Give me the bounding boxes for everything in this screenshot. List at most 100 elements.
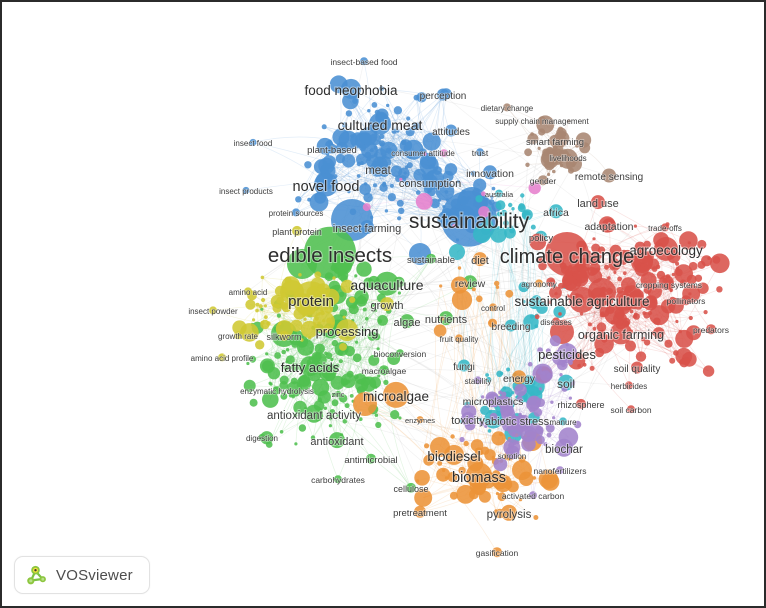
node-dot[interactable] bbox=[300, 338, 304, 342]
node-dot[interactable] bbox=[421, 173, 428, 179]
node-dot[interactable] bbox=[679, 360, 684, 365]
node-dot[interactable] bbox=[308, 356, 313, 360]
node-dot[interactable] bbox=[409, 243, 431, 265]
node-dot[interactable] bbox=[526, 397, 540, 412]
node-dot[interactable] bbox=[591, 195, 605, 210]
node-dot[interactable] bbox=[571, 293, 584, 306]
node-dot[interactable] bbox=[648, 250, 653, 255]
node-dot[interactable] bbox=[255, 302, 260, 307]
node-dot[interactable] bbox=[703, 310, 708, 315]
node-dot[interactable] bbox=[455, 334, 463, 343]
node-dot[interactable] bbox=[349, 208, 357, 216]
node-dot[interactable] bbox=[438, 198, 442, 202]
node-dot[interactable] bbox=[375, 280, 381, 286]
term-label[interactable]: soil bbox=[556, 376, 576, 392]
node-dot[interactable] bbox=[265, 441, 273, 448]
term-label[interactable]: antioxidant bbox=[310, 435, 365, 449]
node-dot[interactable] bbox=[383, 381, 409, 408]
node-dot[interactable] bbox=[504, 511, 508, 516]
node-dot[interactable] bbox=[535, 279, 543, 288]
node-dot[interactable] bbox=[571, 355, 575, 359]
node-dot[interactable] bbox=[285, 360, 289, 364]
node-dot[interactable] bbox=[262, 391, 279, 408]
node-dot[interactable] bbox=[352, 98, 358, 104]
node-dot[interactable] bbox=[531, 391, 535, 396]
node-dot[interactable] bbox=[512, 431, 516, 436]
node-dot[interactable] bbox=[567, 119, 571, 123]
node-dot[interactable] bbox=[445, 198, 449, 202]
node-dot[interactable] bbox=[260, 275, 265, 280]
term-label[interactable]: policy bbox=[528, 232, 554, 245]
node-dot[interactable] bbox=[369, 376, 381, 389]
node-dot[interactable] bbox=[637, 297, 642, 301]
node-dot[interactable] bbox=[655, 264, 661, 270]
node-dot[interactable] bbox=[329, 75, 348, 94]
node-dot[interactable] bbox=[601, 329, 605, 333]
node-dot[interactable] bbox=[501, 391, 507, 397]
node-dot[interactable] bbox=[371, 302, 376, 307]
node-dot[interactable] bbox=[529, 233, 547, 251]
node-dot[interactable] bbox=[260, 307, 264, 311]
node-dot[interactable] bbox=[512, 425, 516, 429]
node-dot[interactable] bbox=[353, 374, 359, 380]
node-dot[interactable] bbox=[631, 303, 637, 310]
node-dot[interactable] bbox=[688, 315, 693, 321]
term-label[interactable]: supply chain management bbox=[495, 116, 590, 126]
node-dot[interactable] bbox=[433, 166, 442, 175]
node-dot[interactable] bbox=[403, 171, 407, 175]
term-label[interactable]: gender bbox=[529, 175, 557, 186]
node-dot[interactable] bbox=[508, 202, 513, 208]
node-dot[interactable] bbox=[384, 209, 389, 213]
node-dot[interactable] bbox=[317, 321, 321, 325]
node-dot[interactable] bbox=[363, 182, 368, 186]
node-dot[interactable] bbox=[362, 298, 366, 303]
node-dot[interactable] bbox=[502, 483, 506, 488]
term-label[interactable]: abiotic stress bbox=[484, 415, 550, 429]
node-dot[interactable] bbox=[305, 303, 309, 307]
node-dot[interactable] bbox=[524, 148, 532, 157]
node-dot[interactable] bbox=[595, 306, 600, 310]
node-dot[interactable] bbox=[249, 355, 257, 363]
node-dot[interactable] bbox=[285, 348, 290, 352]
term-label[interactable]: australia bbox=[484, 189, 514, 199]
node-dot[interactable] bbox=[359, 183, 371, 196]
term-label[interactable]: growth rate bbox=[217, 331, 259, 341]
term-label[interactable]: fatty acids bbox=[280, 359, 341, 376]
node-dot[interactable] bbox=[710, 253, 730, 274]
node-dot[interactable] bbox=[549, 204, 563, 219]
node-dot[interactable] bbox=[644, 295, 658, 308]
node-dot[interactable] bbox=[610, 320, 616, 325]
node-dot[interactable] bbox=[548, 300, 552, 305]
node-dot[interactable] bbox=[279, 381, 289, 390]
node-dot[interactable] bbox=[244, 287, 252, 296]
node-dot[interactable] bbox=[535, 402, 540, 407]
node-dot[interactable] bbox=[488, 320, 493, 325]
term-label[interactable]: breeding bbox=[491, 321, 532, 334]
node-dot[interactable] bbox=[634, 262, 649, 277]
node-dot[interactable] bbox=[437, 460, 443, 466]
node-dot[interactable] bbox=[379, 133, 385, 139]
node-dot[interactable] bbox=[605, 305, 615, 314]
node-dot[interactable] bbox=[546, 372, 553, 379]
node-dot[interactable] bbox=[503, 103, 511, 112]
node-dot[interactable] bbox=[612, 265, 616, 270]
node-dot[interactable] bbox=[495, 492, 500, 496]
node-dot[interactable] bbox=[298, 374, 311, 387]
node-dot[interactable] bbox=[296, 293, 301, 297]
node-dot[interactable] bbox=[261, 297, 266, 303]
node-dot[interactable] bbox=[545, 348, 551, 354]
node-dot[interactable] bbox=[362, 203, 371, 212]
node-dot[interactable] bbox=[547, 172, 551, 177]
node-dot[interactable] bbox=[377, 156, 382, 161]
node-dot[interactable] bbox=[397, 216, 402, 221]
node-dot[interactable] bbox=[575, 143, 579, 148]
node-dot[interactable] bbox=[342, 381, 347, 385]
node-dot[interactable] bbox=[329, 149, 333, 153]
term-label[interactable]: agronomy bbox=[521, 279, 558, 289]
node-dot[interactable] bbox=[530, 224, 536, 230]
term-label[interactable]: edible insects bbox=[267, 243, 393, 268]
node-dot[interactable] bbox=[508, 451, 516, 460]
node-dot[interactable] bbox=[574, 293, 580, 298]
node-dot[interactable] bbox=[336, 414, 340, 418]
